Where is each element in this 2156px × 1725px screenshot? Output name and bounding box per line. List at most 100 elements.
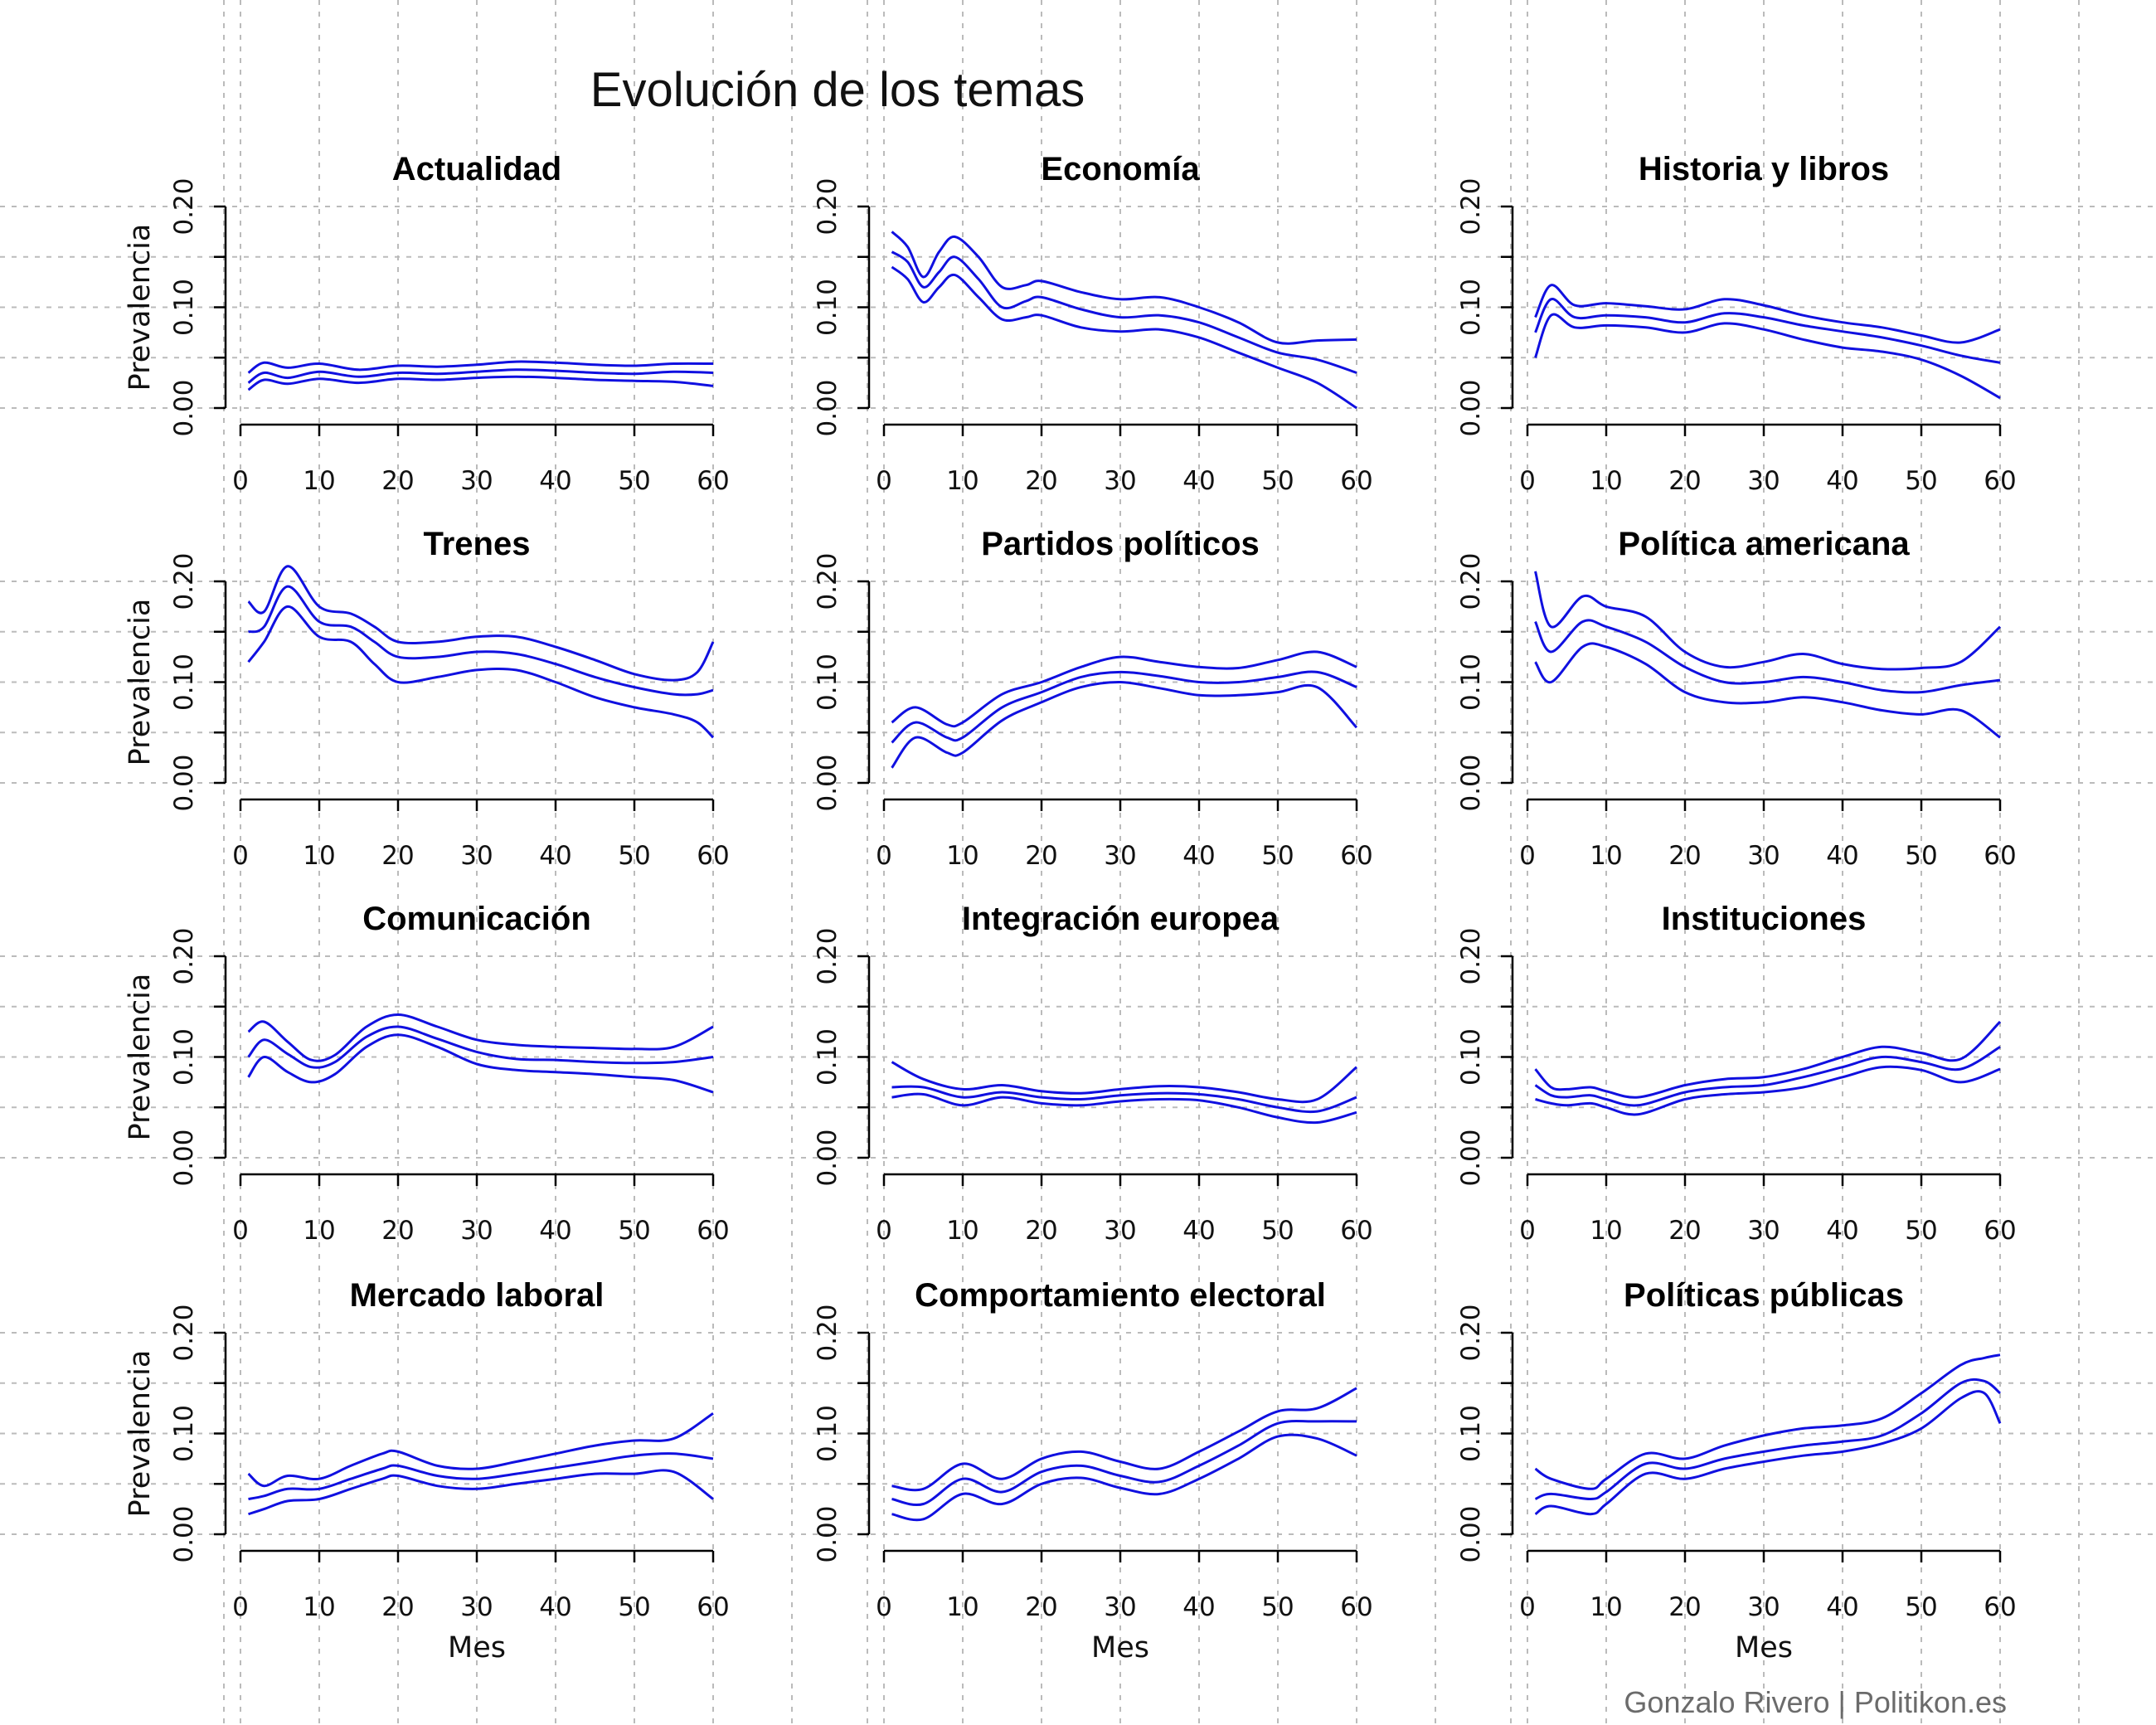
panel: Trenes 0.00 0.10 0.20 Prevalencia 0 10 20 30 40 50… bbox=[124, 526, 730, 871]
x-tick-label: 40 bbox=[539, 841, 571, 871]
series-line-estimate bbox=[891, 250, 1357, 374]
x-tick-label: 40 bbox=[1826, 1592, 1858, 1622]
y-tick-label: 0.20 bbox=[169, 1304, 199, 1361]
panel: Comportamiento electoral 0.00 0.10 0.20 0 10 2… bbox=[813, 1277, 1373, 1664]
series-line-upper bbox=[1534, 1020, 2002, 1099]
series-line-upper bbox=[891, 1061, 1357, 1104]
y-tick-label: 0.10 bbox=[169, 1028, 199, 1086]
x-tick-label: 50 bbox=[1261, 1216, 1294, 1246]
x-tick-label: 50 bbox=[618, 1216, 650, 1246]
series-line-lower bbox=[891, 265, 1357, 410]
x-tick-label: 20 bbox=[381, 1592, 414, 1622]
y-tick-label: 0.10 bbox=[813, 279, 842, 336]
y-tick-label: 0.20 bbox=[813, 177, 842, 235]
x-tick-label: 40 bbox=[1182, 466, 1215, 496]
series-line-upper bbox=[1534, 571, 2002, 671]
series-line-estimate bbox=[247, 1025, 714, 1069]
x-tick-label: 60 bbox=[1984, 466, 2016, 496]
panel: Economía 0.00 0.10 0.20 0 10 20 30 40 50 60 bbox=[813, 151, 1373, 496]
x-tick-label: 40 bbox=[539, 466, 571, 496]
series-line-lower bbox=[891, 1092, 1357, 1125]
x-tick-label: 10 bbox=[1590, 1592, 1622, 1622]
y-tick-label: 0.00 bbox=[169, 1129, 199, 1186]
x-tick-label: 10 bbox=[946, 466, 978, 496]
x-tick-label: 0 bbox=[232, 466, 249, 496]
x-tick-label: 60 bbox=[697, 1216, 729, 1246]
y-tick-label: 0.20 bbox=[1456, 1304, 1486, 1361]
panel: Políticas públicas 0.00 0.10 0.20 0 10 20 30 40 5… bbox=[1456, 1277, 2017, 1664]
x-tick-label: 0 bbox=[1519, 841, 1536, 871]
x-tick-label: 60 bbox=[1340, 1592, 1372, 1622]
series-line-estimate bbox=[891, 670, 1357, 744]
y-axis-label: Prevalencia bbox=[124, 224, 157, 391]
y-tick-label: 0.20 bbox=[169, 927, 199, 984]
x-tick-label: 10 bbox=[946, 1216, 978, 1246]
x-tick-label: 0 bbox=[876, 1216, 892, 1246]
panel: Instituciones 0.00 0.10 0.20 0 10 20 30 40 50 60 bbox=[1456, 901, 2017, 1246]
panel: Actualidad 0.00 0.10 0.20 Prevalencia 0 10 20 30… bbox=[124, 151, 730, 496]
x-axis-label: Mes bbox=[448, 1631, 506, 1664]
series-line-lower bbox=[1535, 1065, 2001, 1116]
series-line-lower bbox=[1534, 642, 2001, 739]
x-tick-label: 50 bbox=[1905, 841, 1937, 871]
x-tick-label: 30 bbox=[1104, 1216, 1136, 1246]
x-tick-label: 50 bbox=[1905, 466, 1937, 496]
x-tick-label: 20 bbox=[1668, 1592, 1701, 1622]
x-tick-label: 10 bbox=[303, 1216, 335, 1246]
x-tick-label: 20 bbox=[1025, 1592, 1057, 1622]
x-tick-label: 40 bbox=[1826, 841, 1858, 871]
x-tick-label: 30 bbox=[460, 466, 493, 496]
y-tick-label: 0.00 bbox=[169, 754, 199, 811]
x-tick-label: 0 bbox=[876, 1592, 892, 1622]
y-tick-label: 0.10 bbox=[1456, 654, 1486, 711]
series-line-lower bbox=[247, 1033, 714, 1094]
x-tick-label: 50 bbox=[618, 466, 650, 496]
x-tick-label: 50 bbox=[1261, 841, 1294, 871]
x-tick-label: 20 bbox=[381, 1216, 414, 1246]
series-line-lower bbox=[247, 375, 714, 391]
x-tick-label: 0 bbox=[232, 1216, 249, 1246]
y-tick-label: 0.00 bbox=[169, 379, 199, 436]
x-tick-label: 10 bbox=[1590, 841, 1622, 871]
y-tick-label: 0.10 bbox=[1456, 1028, 1486, 1086]
series-line-lower bbox=[1534, 1390, 2002, 1516]
panel-title: Instituciones bbox=[1662, 901, 1867, 937]
x-tick-label: 10 bbox=[946, 841, 978, 871]
x-tick-label: 20 bbox=[1025, 466, 1057, 496]
x-tick-label: 0 bbox=[232, 841, 249, 871]
x-axis-label: Mes bbox=[1091, 1631, 1149, 1664]
series-line-estimate bbox=[1534, 298, 2001, 364]
y-tick-label: 0.00 bbox=[813, 754, 842, 811]
x-tick-label: 20 bbox=[381, 841, 414, 871]
x-tick-label: 60 bbox=[1340, 466, 1372, 496]
x-tick-label: 60 bbox=[1984, 1216, 2016, 1246]
panel-title: Comportamiento electoral bbox=[915, 1277, 1326, 1314]
x-tick-label: 60 bbox=[697, 841, 729, 871]
y-axis-label: Prevalencia bbox=[124, 974, 157, 1141]
x-tick-label: 0 bbox=[1519, 466, 1536, 496]
x-tick-label: 60 bbox=[1984, 841, 2016, 871]
series-line-upper bbox=[247, 360, 714, 374]
figure-title: Evolución de los temas bbox=[590, 63, 1085, 117]
y-axis-label: Prevalencia bbox=[124, 599, 157, 766]
x-tick-label: 60 bbox=[1340, 1216, 1372, 1246]
x-tick-label: 60 bbox=[1340, 841, 1372, 871]
x-tick-label: 30 bbox=[1747, 466, 1780, 496]
x-tick-label: 40 bbox=[539, 1592, 571, 1622]
panels: Actualidad 0.00 0.10 0.20 Prevalencia 0 10 20 30… bbox=[124, 151, 2017, 1664]
y-tick-label: 0.20 bbox=[813, 927, 842, 984]
x-tick-label: 0 bbox=[232, 1592, 249, 1622]
x-tick-label: 30 bbox=[1104, 466, 1136, 496]
panel: Partidos políticos 0.00 0.10 0.20 0 10 20 30 40 5… bbox=[813, 526, 1373, 871]
x-tick-label: 60 bbox=[1984, 1592, 2016, 1622]
panel: Comunicación 0.00 0.10 0.20 Prevalencia 0 10 20… bbox=[124, 901, 730, 1246]
x-tick-label: 50 bbox=[618, 1592, 650, 1622]
panel-title: Historia y libros bbox=[1639, 151, 1889, 187]
x-tick-label: 40 bbox=[539, 1216, 571, 1246]
x-tick-label: 50 bbox=[1261, 1592, 1294, 1622]
y-tick-label: 0.00 bbox=[1456, 379, 1486, 436]
series-line-lower bbox=[248, 1469, 714, 1516]
panel-title: Comunicación bbox=[362, 901, 591, 937]
x-tick-label: 10 bbox=[303, 841, 335, 871]
